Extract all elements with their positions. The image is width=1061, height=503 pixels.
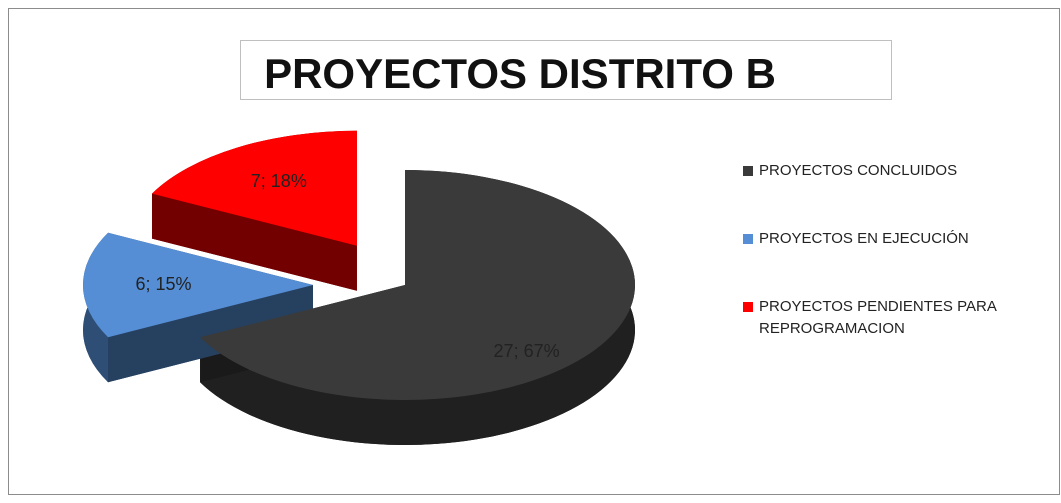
legend-entry: PROYECTOS CONCLUIDOS [743, 160, 1043, 182]
legend-entry: PROYECTOS EN EJECUCIÓN [743, 228, 1043, 250]
slice [151, 130, 357, 246]
slice [200, 170, 635, 401]
legend-label: PROYECTOS EN EJECUCIÓN [759, 230, 969, 247]
title-box [240, 40, 892, 100]
slice-cut [151, 193, 357, 291]
legend-swatch [743, 234, 753, 244]
chart-title: PROYECTOS DISTRITO B [264, 50, 776, 97]
legend-swatch [743, 302, 753, 312]
pie-tops [82, 130, 635, 401]
legend-label: PROYECTOS CONCLUIDOS [759, 162, 958, 179]
legend-entry: PROYECTOS PENDIENTES PARA REPROGRAMACION [743, 296, 1043, 340]
data-label: 27; 67% [494, 341, 560, 361]
chart-frame [8, 8, 1060, 495]
data-label: 7; 18% [251, 171, 307, 191]
data-label: 6; 15% [135, 274, 191, 294]
slice [82, 232, 313, 338]
legend: PROYECTOS CONCLUIDOS PROYECTOS EN EJECUCI… [743, 160, 1043, 386]
legend-label: PROYECTOS PENDIENTES PARA REPROGRAMACION [759, 298, 997, 337]
legend-swatch [743, 166, 753, 176]
